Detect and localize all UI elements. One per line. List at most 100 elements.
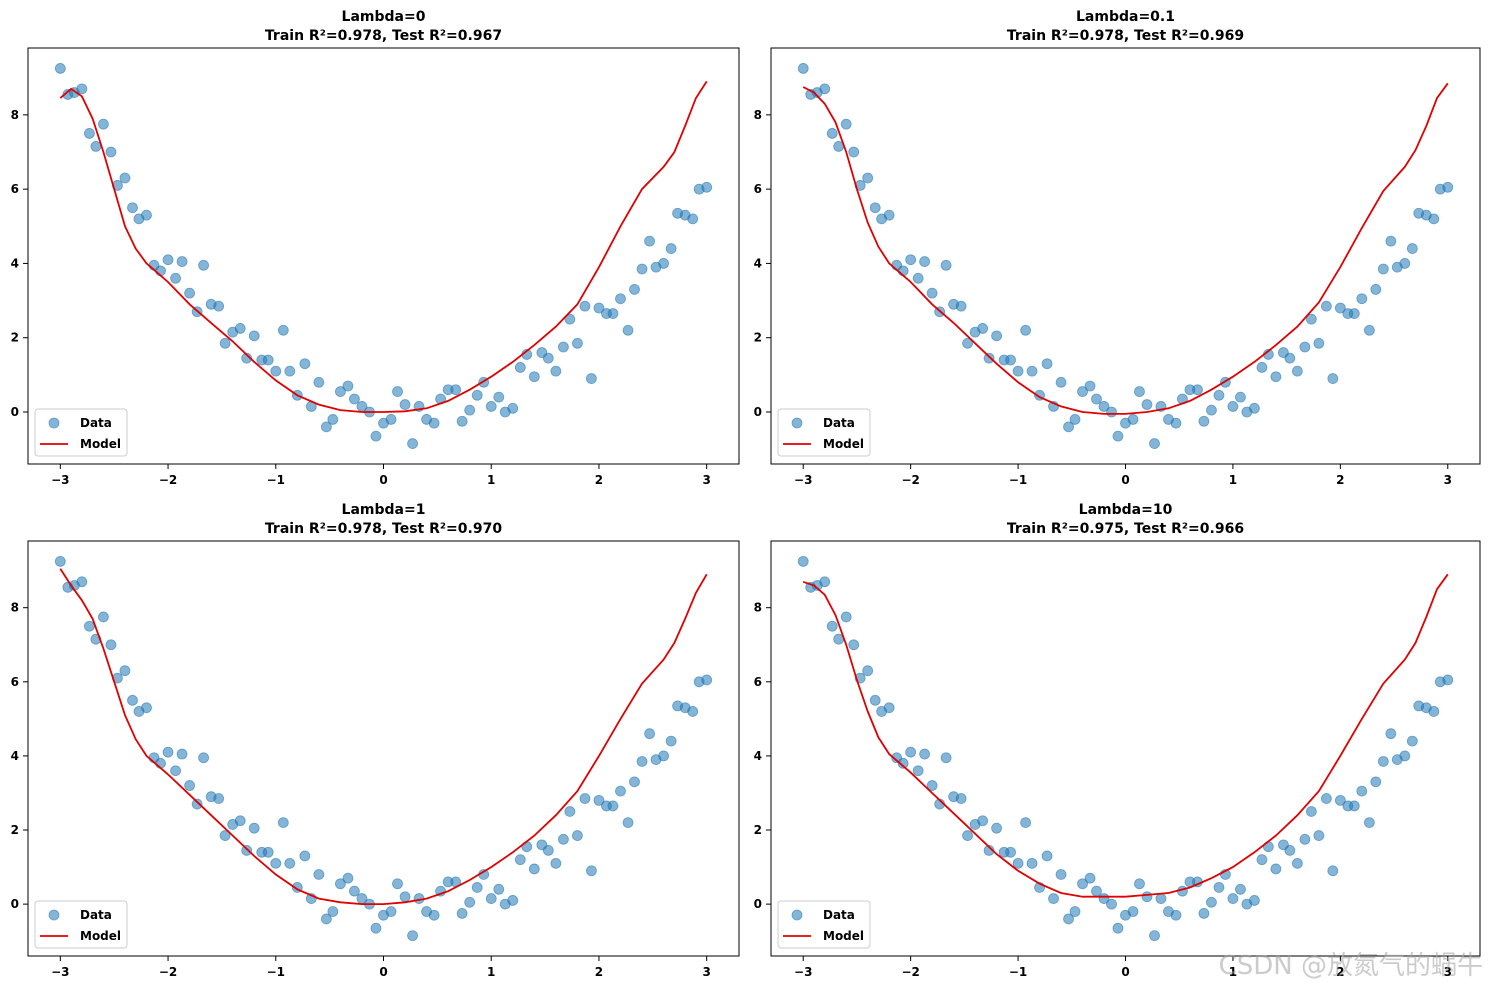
- data-point: [1005, 354, 1016, 366]
- data-point: [883, 209, 895, 221]
- x-tick-label: 2: [1336, 965, 1344, 979]
- data-point: [1227, 401, 1239, 412]
- data-point: [1320, 300, 1332, 312]
- data-point: [1198, 415, 1210, 427]
- axes-frame: [27, 540, 740, 957]
- data-point: [464, 896, 476, 908]
- x-tick-label: 3: [1444, 473, 1452, 487]
- data-point: [658, 750, 669, 762]
- data-point: [1313, 830, 1325, 841]
- data-point: [897, 757, 909, 769]
- x-tick-label: 0: [379, 965, 387, 979]
- data-point: [665, 735, 677, 747]
- data-point: [321, 913, 332, 925]
- data-point: [1356, 293, 1368, 305]
- data-point: [701, 674, 713, 686]
- data-point: [313, 376, 325, 388]
- data-point: [184, 287, 195, 299]
- data-point: [76, 83, 88, 95]
- data-point: [1020, 817, 1031, 829]
- data-point: [977, 323, 989, 334]
- x-tick-label: 1: [487, 473, 495, 487]
- data-point: [392, 386, 403, 397]
- data-point: [105, 146, 117, 158]
- x-tick-label: −2: [901, 473, 919, 487]
- data-point: [1428, 213, 1440, 225]
- data-point: [1106, 898, 1117, 910]
- data-point: [1270, 863, 1282, 875]
- data-point: [862, 665, 874, 677]
- data-point: [607, 308, 619, 319]
- data-point: [1134, 878, 1145, 890]
- data-point: [327, 906, 339, 917]
- data-point: [270, 857, 282, 869]
- data-point: [1077, 386, 1088, 397]
- data-point: [542, 352, 554, 364]
- data-point: [1106, 406, 1117, 418]
- model-line: [802, 82, 1449, 415]
- data-point: [456, 415, 468, 427]
- model-line: [59, 568, 708, 905]
- y-tick-label: 4: [754, 256, 762, 270]
- data-point: [1069, 414, 1081, 425]
- x-tick-label: −1: [1009, 473, 1027, 487]
- data-point: [983, 844, 995, 856]
- data-point: [514, 362, 526, 373]
- data-point: [119, 172, 131, 184]
- plot-title-line2: Train R²=0.978, Test R²=0.970: [265, 521, 502, 537]
- data-point: [1084, 380, 1096, 392]
- data-point: [1299, 341, 1311, 353]
- y-tick-label: 6: [11, 182, 19, 196]
- data-point: [342, 380, 354, 392]
- data-point: [1377, 263, 1389, 275]
- data-point: [370, 430, 382, 442]
- data-point: [1399, 258, 1411, 269]
- model-line: [59, 80, 708, 413]
- data-point: [428, 909, 440, 921]
- data-point: [219, 337, 231, 349]
- data-point: [270, 365, 282, 377]
- data-point: [213, 300, 225, 312]
- y-tick-label: 2: [11, 331, 19, 345]
- data-point: [407, 438, 418, 449]
- data-point: [335, 878, 346, 890]
- data-point: [991, 330, 1002, 342]
- data-point: [370, 922, 382, 934]
- data-point: [542, 844, 554, 856]
- data-point: [905, 254, 917, 266]
- data-point: [219, 830, 231, 841]
- data-point: [629, 284, 640, 295]
- data-point: [84, 128, 95, 139]
- y-tick-label: 8: [754, 601, 762, 615]
- data-point: [528, 371, 540, 383]
- data-point: [1069, 906, 1081, 917]
- data-point: [428, 417, 440, 429]
- data-point: [622, 324, 634, 336]
- data-point: [579, 300, 591, 312]
- y-tick-label: 4: [754, 749, 762, 763]
- data-point: [687, 213, 699, 225]
- y-tick-label: 8: [11, 601, 19, 615]
- data-point: [349, 885, 360, 897]
- x-tick-label: 2: [1336, 473, 1344, 487]
- data-point: [1127, 414, 1139, 425]
- data-point: [797, 555, 809, 567]
- data-point: [615, 785, 626, 797]
- data-point: [1206, 896, 1217, 908]
- data-point: [284, 857, 296, 869]
- data-point: [321, 421, 332, 433]
- data-point: [658, 258, 669, 269]
- y-tick-label: 2: [754, 331, 762, 345]
- y-tick-label: 2: [754, 823, 762, 837]
- data-point: [572, 830, 583, 841]
- axes-frame: [27, 47, 740, 465]
- data-point: [665, 243, 677, 254]
- data-point: [883, 702, 895, 714]
- data-point: [385, 414, 397, 425]
- data-point: [284, 365, 296, 377]
- x-tick-label: 1: [1229, 473, 1237, 487]
- data-point: [1284, 352, 1296, 364]
- data-point: [1041, 358, 1053, 370]
- data-point: [1334, 794, 1346, 806]
- data-point: [819, 83, 831, 95]
